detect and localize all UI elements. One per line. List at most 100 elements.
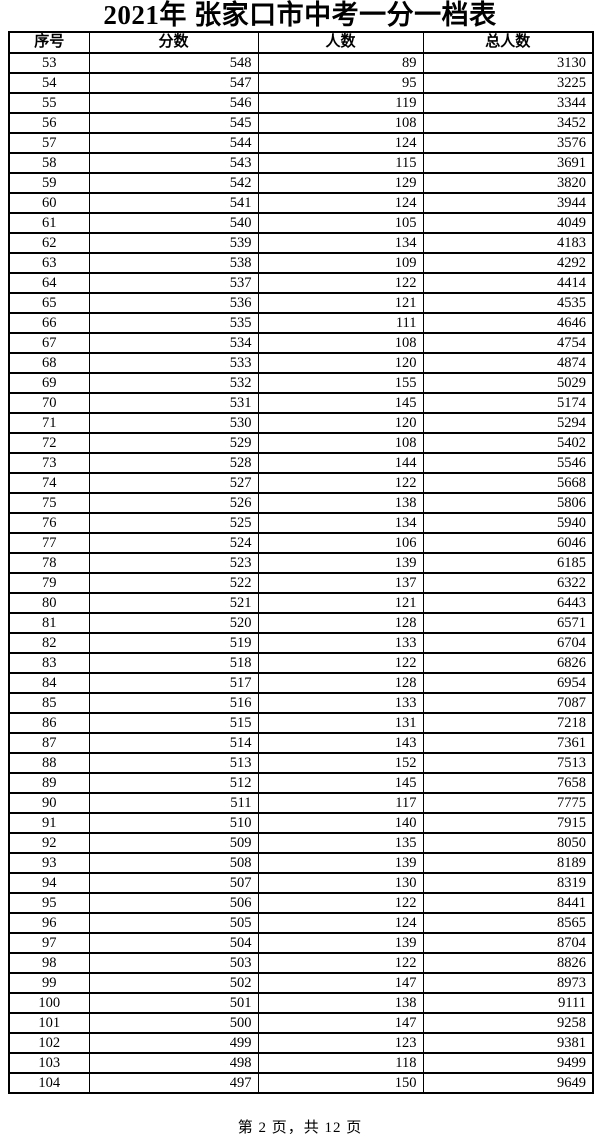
serial-cell: 60	[8, 192, 90, 214]
score-cell: 509	[88, 832, 259, 854]
score-cell: 505	[88, 912, 259, 934]
table-row: 54 547 95 3225	[8, 72, 594, 94]
count-cell: 137	[257, 572, 424, 594]
serial-cell: 101	[8, 1012, 90, 1034]
serial-cell: 61	[8, 212, 90, 234]
score-cell: 512	[88, 772, 259, 794]
score-cell: 499	[88, 1032, 259, 1054]
serial-cell: 57	[8, 132, 90, 154]
header-score: 分数	[88, 31, 259, 54]
table-row: 102 499 123 9381	[8, 1032, 594, 1054]
count-cell: 139	[257, 552, 424, 574]
table-row: 73 528 144 5546	[8, 452, 594, 474]
total-cell: 9499	[422, 1052, 594, 1074]
count-cell: 139	[257, 932, 424, 954]
count-cell: 106	[257, 532, 424, 554]
score-cell: 523	[88, 552, 259, 574]
count-cell: 138	[257, 992, 424, 1014]
total-cell: 5806	[422, 492, 594, 514]
table-row: 71 530 120 5294	[8, 412, 594, 434]
count-cell: 147	[257, 1012, 424, 1034]
count-cell: 143	[257, 732, 424, 754]
score-cell: 516	[88, 692, 259, 714]
table-row: 60 541 124 3944	[8, 192, 594, 214]
serial-cell: 79	[8, 572, 90, 594]
total-cell: 6185	[422, 552, 594, 574]
total-cell: 4292	[422, 252, 594, 274]
count-cell: 155	[257, 372, 424, 394]
total-cell: 7915	[422, 812, 594, 834]
score-cell: 501	[88, 992, 259, 1014]
score-cell: 547	[88, 72, 259, 94]
total-cell: 3576	[422, 132, 594, 154]
table-row: 68 533 120 4874	[8, 352, 594, 374]
table-row: 66 535 111 4646	[8, 312, 594, 334]
table-row: 98 503 122 8826	[8, 952, 594, 974]
count-cell: 152	[257, 752, 424, 774]
serial-cell: 91	[8, 812, 90, 834]
table-row: 87 514 143 7361	[8, 732, 594, 754]
score-cell: 520	[88, 612, 259, 634]
serial-cell: 83	[8, 652, 90, 674]
count-cell: 150	[257, 1072, 424, 1094]
table-row: 78 523 139 6185	[8, 552, 594, 574]
score-cell: 515	[88, 712, 259, 734]
table-row: 97 504 139 8704	[8, 932, 594, 954]
serial-cell: 81	[8, 612, 90, 634]
table-row: 65 536 121 4535	[8, 292, 594, 314]
count-cell: 129	[257, 172, 424, 194]
total-cell: 8973	[422, 972, 594, 994]
serial-cell: 92	[8, 832, 90, 854]
count-cell: 135	[257, 832, 424, 854]
table-row: 91 510 140 7915	[8, 812, 594, 834]
table-row: 83 518 122 6826	[8, 652, 594, 674]
total-cell: 5668	[422, 472, 594, 494]
serial-cell: 94	[8, 872, 90, 894]
count-cell: 95	[257, 72, 424, 94]
count-cell: 122	[257, 472, 424, 494]
total-cell: 8319	[422, 872, 594, 894]
total-cell: 6826	[422, 652, 594, 674]
count-cell: 138	[257, 492, 424, 514]
score-cell: 504	[88, 932, 259, 954]
total-cell: 5174	[422, 392, 594, 414]
page-number-footer: 第 2 页，共 12 页	[237, 1120, 363, 1136]
serial-cell: 78	[8, 552, 90, 574]
total-cell: 4535	[422, 292, 594, 314]
table-row: 94 507 130 8319	[8, 872, 594, 894]
count-cell: 139	[257, 852, 424, 874]
total-cell: 4183	[422, 232, 594, 254]
count-cell: 89	[257, 52, 424, 74]
serial-cell: 84	[8, 672, 90, 694]
count-cell: 117	[257, 792, 424, 814]
total-cell: 3225	[422, 72, 594, 94]
score-cell: 536	[88, 292, 259, 314]
total-cell: 7775	[422, 792, 594, 814]
count-cell: 121	[257, 592, 424, 614]
total-cell: 5294	[422, 412, 594, 434]
serial-cell: 102	[8, 1032, 90, 1054]
table-row: 82 519 133 6704	[8, 632, 594, 654]
score-cell: 538	[88, 252, 259, 274]
score-cell: 546	[88, 92, 259, 114]
table-row: 56 545 108 3452	[8, 112, 594, 134]
total-cell: 6704	[422, 632, 594, 654]
score-cell: 500	[88, 1012, 259, 1034]
count-cell: 120	[257, 412, 424, 434]
count-cell: 134	[257, 512, 424, 534]
serial-cell: 68	[8, 352, 90, 374]
count-cell: 124	[257, 912, 424, 934]
score-cell: 518	[88, 652, 259, 674]
table-body: 53 548 89 3130 54 547 95 3225 55 546 119 3344 56 545 1…	[8, 52, 594, 1094]
count-cell: 144	[257, 452, 424, 474]
table-row: 58 543 115 3691	[8, 152, 594, 174]
serial-cell: 87	[8, 732, 90, 754]
total-cell: 9649	[422, 1072, 594, 1094]
score-cell: 497	[88, 1072, 259, 1094]
table-row: 80 521 121 6443	[8, 592, 594, 614]
serial-cell: 71	[8, 412, 90, 434]
total-cell: 5402	[422, 432, 594, 454]
count-cell: 145	[257, 772, 424, 794]
count-cell: 109	[257, 252, 424, 274]
